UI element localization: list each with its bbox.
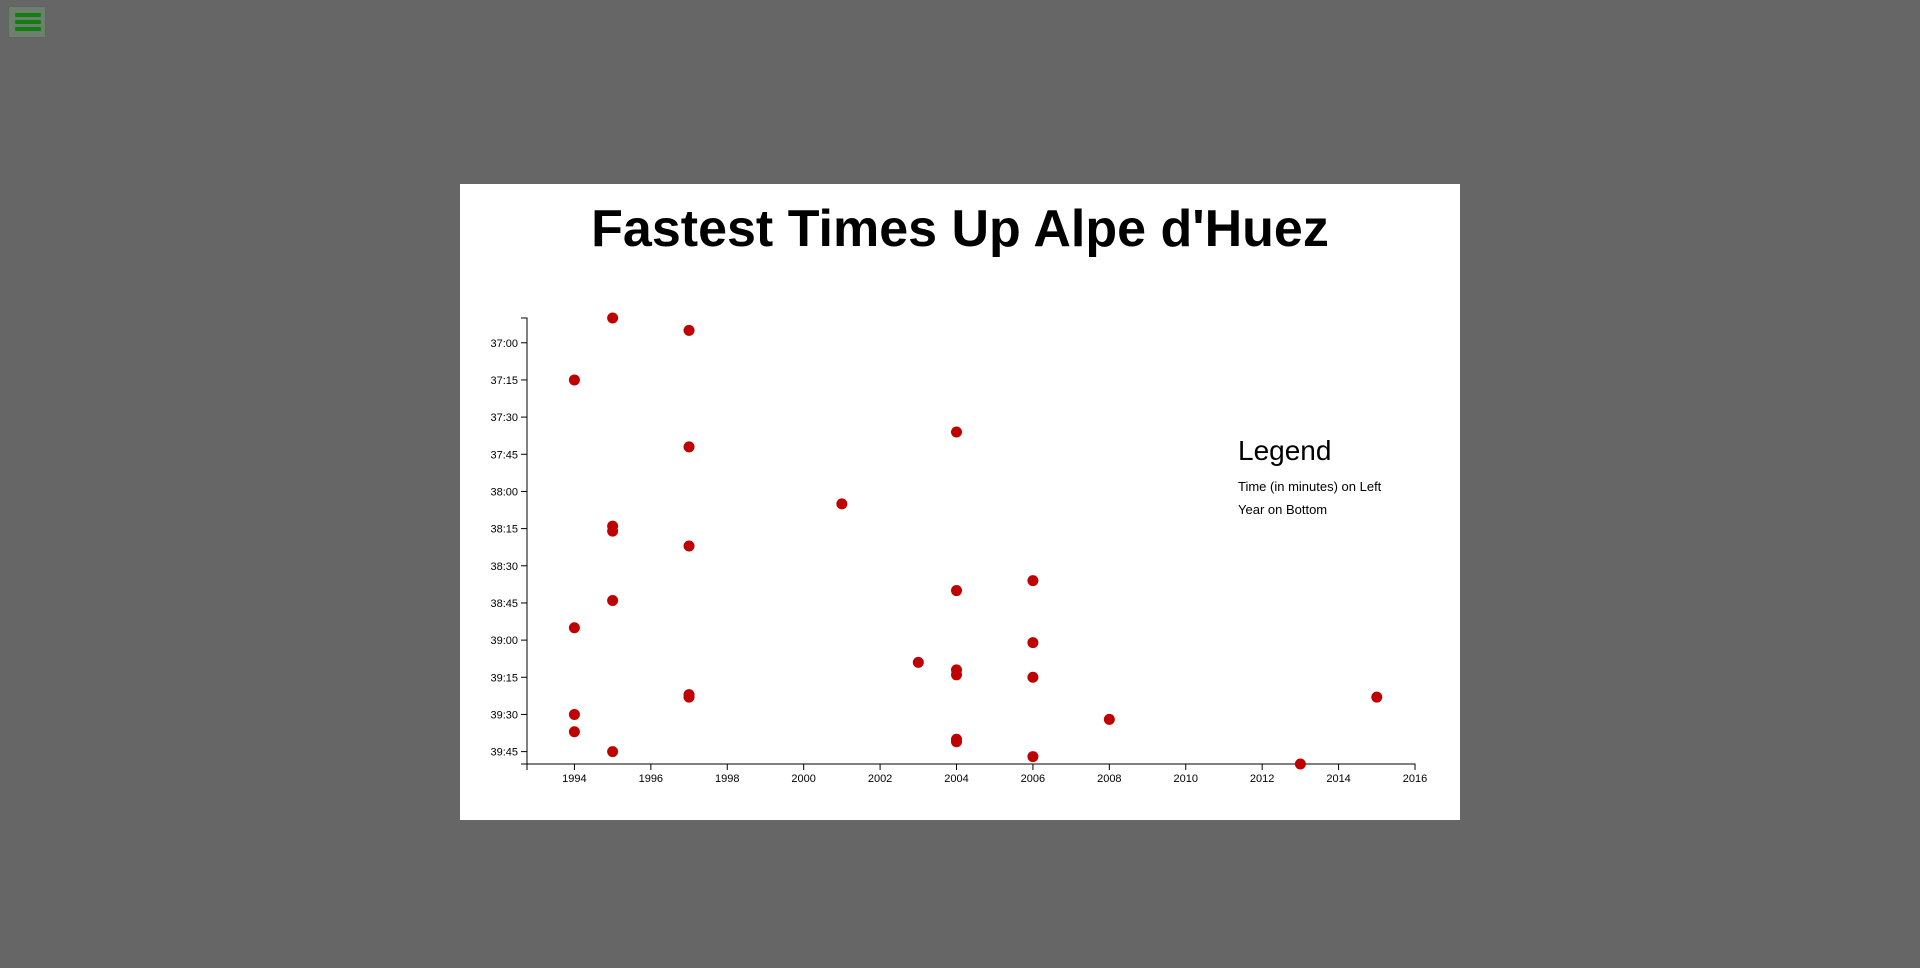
data-point[interactable] [607, 525, 619, 537]
y-tick-label: 38:00 [490, 486, 518, 498]
data-point[interactable] [683, 324, 695, 336]
x-tick-label: 2016 [1403, 773, 1427, 785]
data-point[interactable] [951, 669, 962, 681]
x-axis: 1994 1996 1998 2000 2002 2004 2006 2008 2010 2012… [526, 763, 1427, 785]
x-axis-line [526, 763, 1416, 770]
x-tick-label: 2006 [1021, 773, 1045, 785]
data-point[interactable] [607, 312, 619, 324]
data-point[interactable] [683, 441, 695, 453]
data-points [568, 312, 1383, 770]
y-tick-label: 39:45 [490, 747, 518, 759]
x-tick-label: 2008 [1097, 773, 1121, 785]
data-point[interactable] [1027, 671, 1039, 683]
x-tick-label: 2004 [944, 773, 968, 785]
data-point[interactable] [912, 656, 924, 668]
data-point[interactable] [1103, 713, 1115, 725]
x-tick-label: 1998 [715, 773, 739, 785]
data-point[interactable] [568, 708, 580, 720]
chart-card: Fastest Times Up Alpe d'Huez 37:00 37:15 3… [460, 184, 1460, 820]
data-point[interactable] [1027, 751, 1039, 763]
x-tick-label: 1996 [639, 773, 663, 785]
y-tick-label: 37:30 [490, 412, 518, 424]
data-point[interactable] [607, 594, 619, 606]
x-tick-label: 2010 [1174, 773, 1198, 785]
data-point[interactable] [1027, 637, 1039, 649]
x-tick-label: 2012 [1250, 773, 1274, 785]
data-point[interactable] [951, 426, 962, 438]
y-axis: 37:00 37:15 37:30 37:45 38:00 38:15 38:30 38:45… [490, 317, 528, 765]
y-tick-label: 39:15 [490, 672, 518, 684]
y-tick-label: 37:00 [490, 338, 518, 350]
x-tick-label: 2000 [791, 773, 815, 785]
data-point[interactable] [568, 374, 580, 386]
scatter-plot: 37:00 37:15 37:30 37:45 38:00 38:15 38:30 38:45… [490, 312, 1427, 785]
legend-title: Legend [1238, 435, 1332, 466]
y-axis-line [521, 317, 528, 765]
data-point[interactable] [568, 622, 580, 634]
y-tick-label: 37:15 [490, 375, 518, 387]
menu-button[interactable] [8, 6, 46, 38]
legend-line-year: Year on Bottom [1238, 501, 1328, 517]
y-tick-label: 39:30 [490, 709, 518, 721]
data-point[interactable] [951, 585, 962, 597]
data-point[interactable] [683, 540, 695, 552]
data-point[interactable] [607, 746, 619, 758]
hamburger-menu-icon-bar [15, 27, 41, 31]
data-point[interactable] [1371, 691, 1383, 703]
x-tick-label: 2002 [868, 773, 892, 785]
legend-line-time: Time (in minutes) on Left [1238, 478, 1382, 494]
data-point[interactable] [951, 736, 962, 748]
y-tick-label: 37:45 [490, 449, 518, 461]
x-tick-label: 2014 [1326, 773, 1350, 785]
hamburger-menu-icon [15, 13, 41, 17]
hamburger-menu-icon-bar [15, 20, 41, 24]
legend: Legend Time (in minutes) on Left Year on… [1238, 435, 1382, 521]
y-tick-label: 38:30 [490, 561, 518, 573]
data-point[interactable] [1294, 758, 1306, 770]
data-point[interactable] [836, 498, 848, 510]
x-tick-label: 1994 [562, 773, 586, 785]
data-point[interactable] [683, 691, 695, 703]
y-tick-label: 38:45 [490, 598, 518, 610]
y-tick-label: 39:00 [490, 635, 518, 647]
data-point[interactable] [568, 726, 580, 738]
y-tick-label: 38:15 [490, 524, 518, 536]
data-point[interactable] [1027, 575, 1039, 587]
chart-title: Fastest Times Up Alpe d'Huez [591, 200, 1329, 258]
